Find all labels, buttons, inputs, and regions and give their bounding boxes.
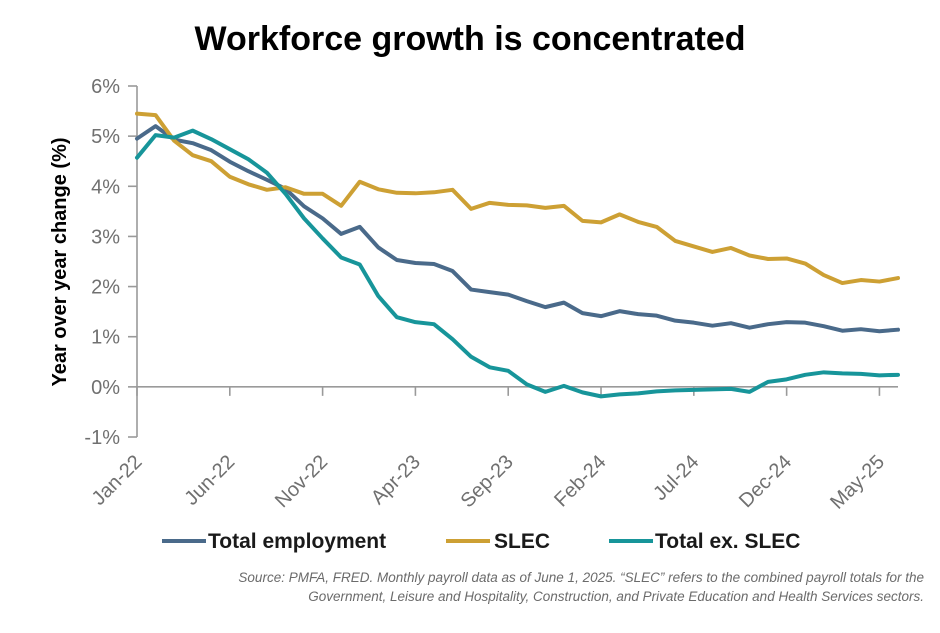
x-tick-label: Nov-22: [271, 451, 332, 512]
legend-label: Total employment: [208, 530, 386, 553]
series-line-total-ex-slec: [135, 128, 900, 399]
x-tick-label: Sep-23: [457, 451, 518, 512]
y-tick-label: 5%: [91, 126, 120, 148]
y-tick-label: 6%: [91, 76, 120, 98]
x-tick-label: Feb-24: [550, 451, 610, 511]
x-tick-label: Jul-24: [649, 451, 703, 505]
y-tick-label: 2%: [91, 277, 120, 299]
y-tick-label: 3%: [91, 226, 120, 248]
legend: Total employment SLEC Total ex. SLEC: [162, 530, 800, 553]
x-axis: Jan-22 Jun-22 Nov-22 Apr-23 Sep-23 Feb-24 Jul-…: [88, 386, 898, 514]
x-tick-label: Jun-22: [181, 451, 240, 510]
x-tick-label: May-25: [826, 451, 889, 514]
source-note: Source: PMFA, FRED. Monthly payroll data…: [238, 570, 924, 604]
legend-label: Total ex. SLEC: [655, 530, 800, 553]
series-layer: [135, 111, 900, 399]
legend-label: SLEC: [494, 530, 550, 553]
y-axis: -1% 0% 1% 2% 3% 4% 5% 6%: [84, 76, 138, 449]
x-tick-label: Jan-22: [88, 451, 147, 510]
x-tick-label: Dec-24: [735, 451, 796, 512]
x-tick-label: Apr-23: [367, 451, 425, 509]
y-tick-label: 0%: [91, 377, 120, 399]
y-tick-label: 1%: [91, 327, 120, 349]
y-axis-label: Year over year change (%): [49, 137, 71, 386]
series-line-total-employment: [135, 124, 900, 334]
series-line-slec: [135, 111, 900, 286]
y-tick-label: 4%: [91, 176, 120, 198]
chart-title: Workforce growth is concentrated: [194, 20, 745, 58]
y-tick-label: -1%: [84, 427, 120, 449]
